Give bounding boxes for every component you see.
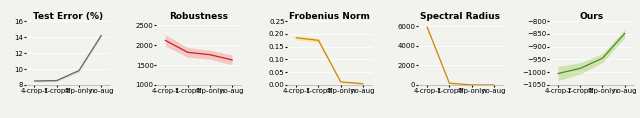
Title: Frobenius Norm: Frobenius Norm	[289, 12, 370, 21]
Title: Spectral Radius: Spectral Radius	[420, 12, 500, 21]
Title: Ours: Ours	[579, 12, 604, 21]
Title: Test Error (%): Test Error (%)	[33, 12, 103, 21]
Title: Robustness: Robustness	[169, 12, 228, 21]
